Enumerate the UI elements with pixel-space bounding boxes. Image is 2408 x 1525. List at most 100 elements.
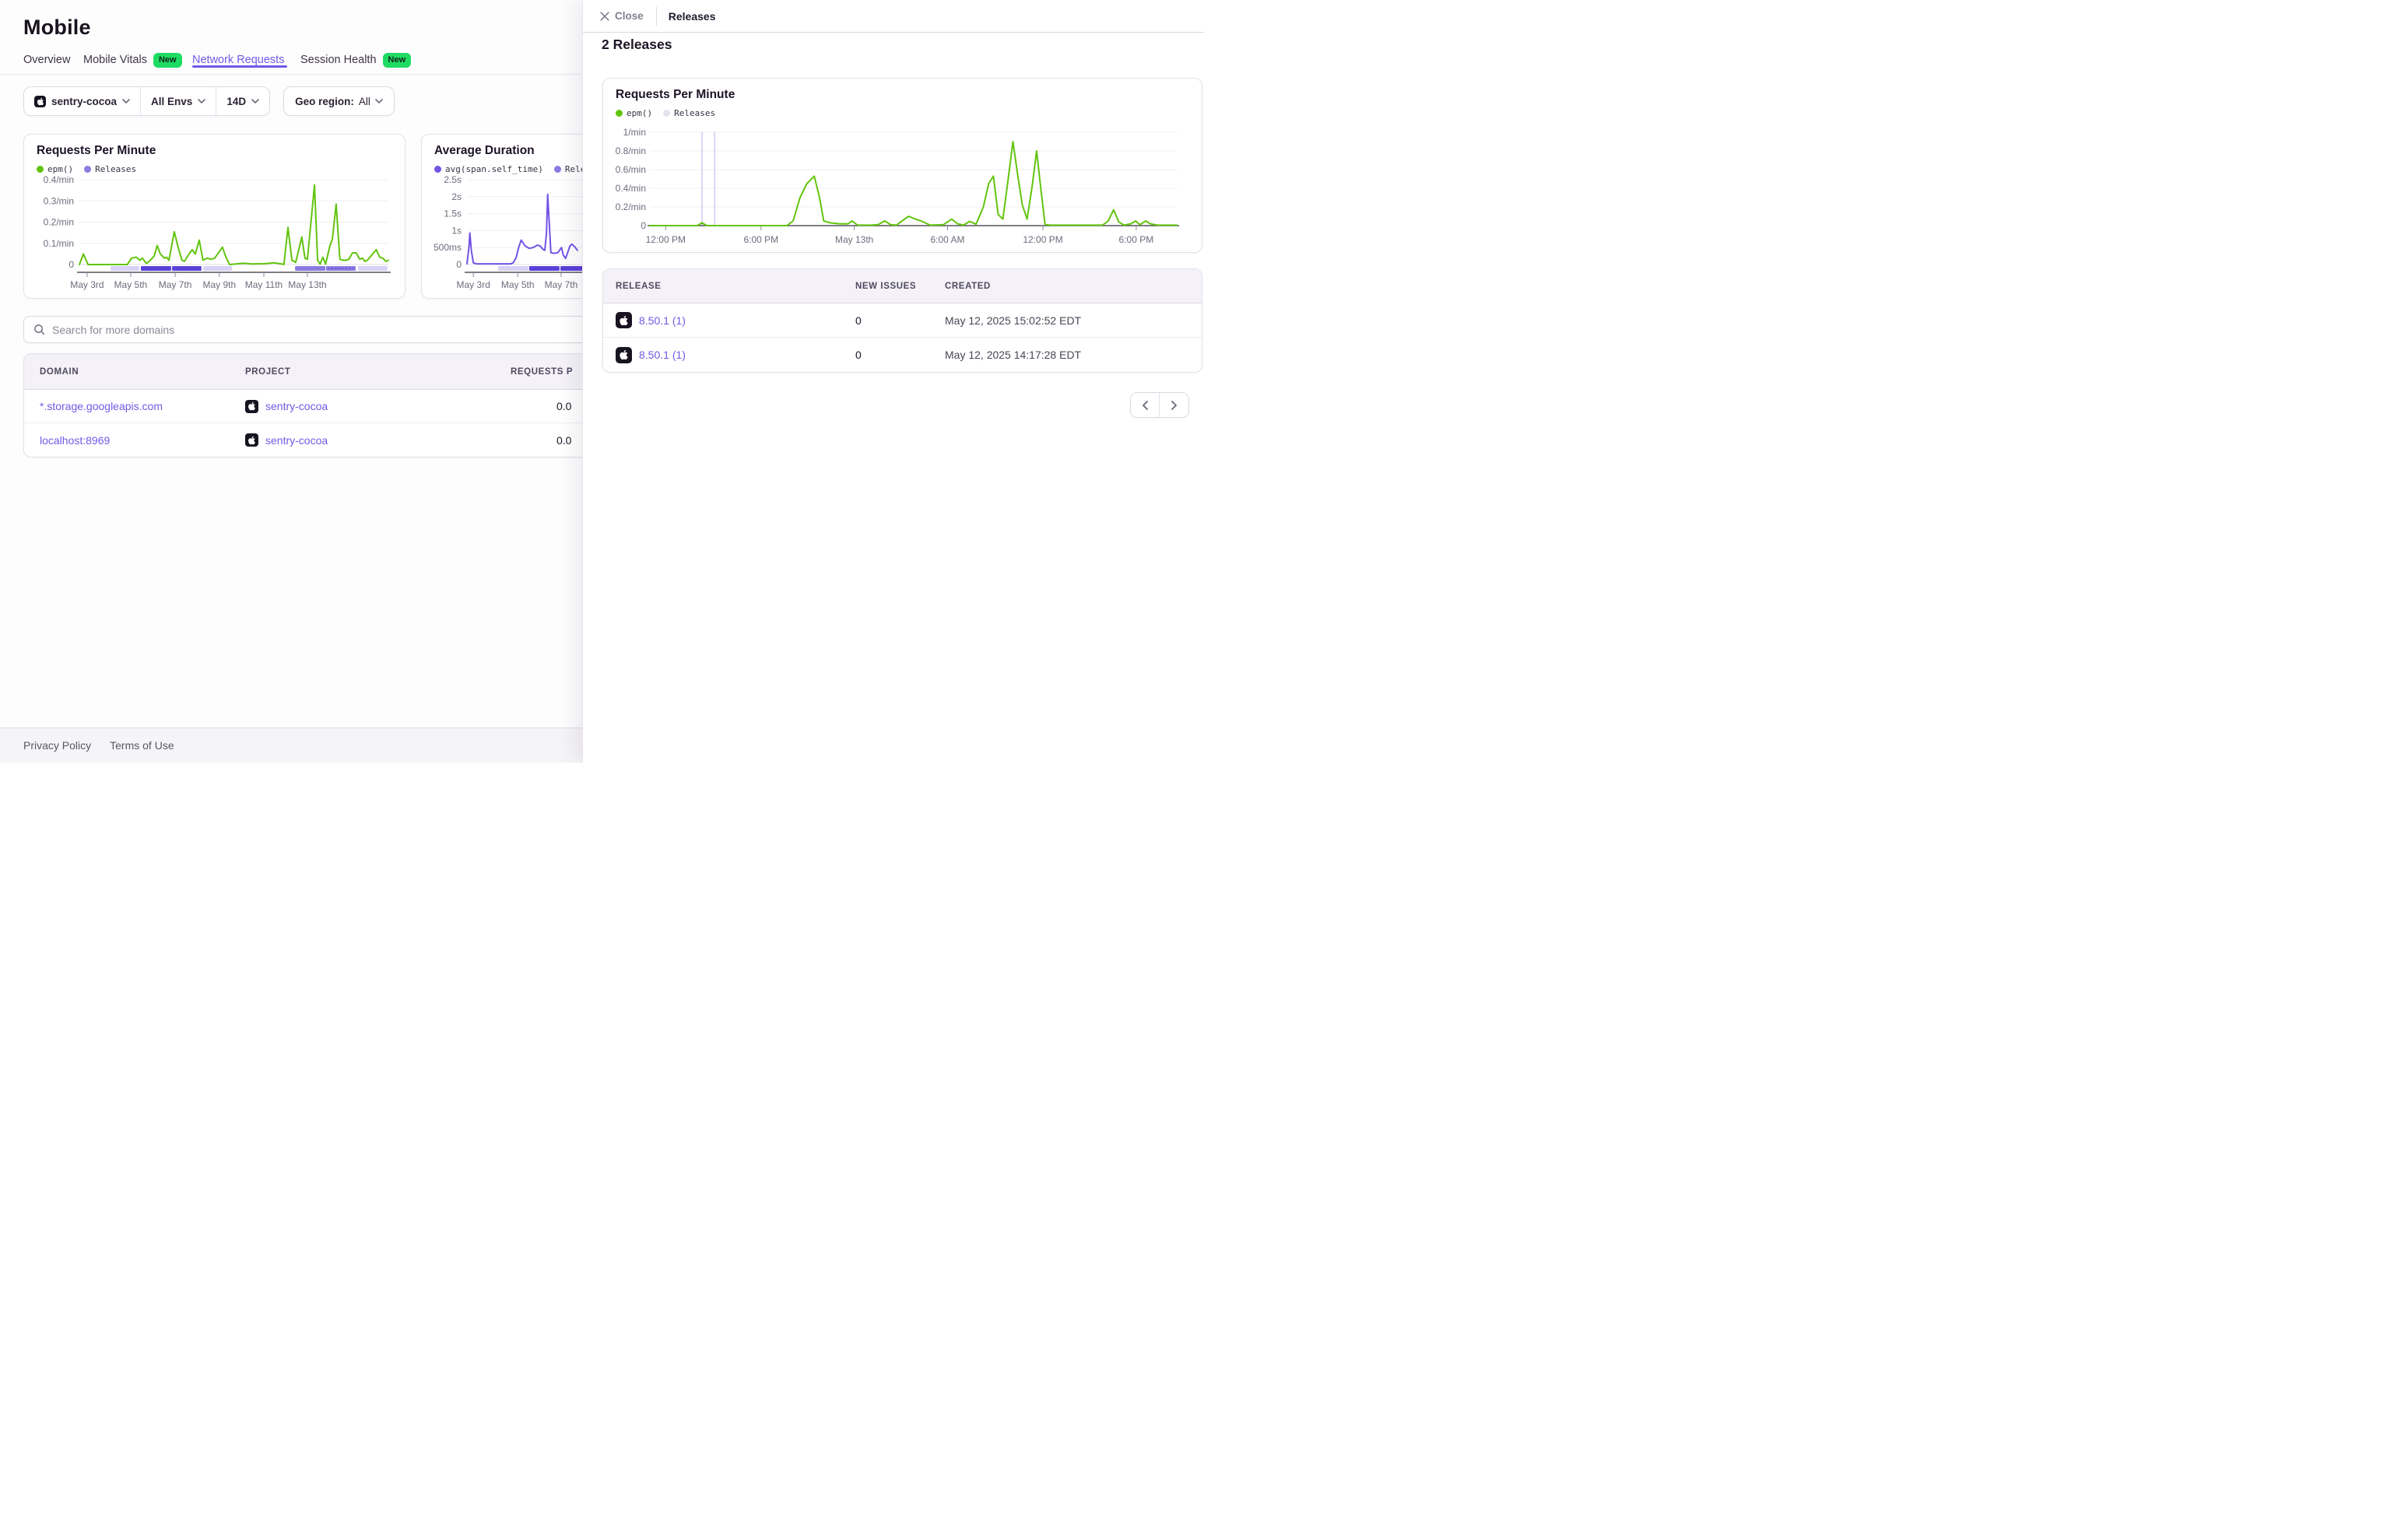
close-icon <box>600 11 609 21</box>
geo-region-selector[interactable]: Geo region: All <box>283 86 395 116</box>
release-link[interactable]: 8.50.1 (1) <box>639 314 686 327</box>
release-track-segment <box>325 266 356 271</box>
release-track-segment <box>295 266 326 271</box>
tab-mobile-vitals[interactable]: Mobile Vitals New <box>83 47 182 74</box>
y-axis-label: 0.4/min <box>616 183 646 194</box>
x-axis-label: 12:00 PM <box>646 234 686 245</box>
releases-table: RELEASE NEW ISSUES CREATED 8.50.1 (1) 0 … <box>602 268 1202 373</box>
x-axis-label: May 3rd <box>70 279 104 290</box>
panel-epm-chart-canvas: 1/min0.8/min0.6/min0.4/min0.2/min012:00 … <box>616 127 1179 245</box>
previous-page-button[interactable] <box>1131 393 1160 417</box>
legend-dot <box>616 110 623 117</box>
tab-session-health[interactable]: Session Health New <box>300 47 412 74</box>
chart-legend: epm() Releases <box>37 164 136 174</box>
close-panel-button[interactable]: Close <box>600 10 644 22</box>
active-tab-indicator <box>192 65 287 68</box>
y-axis-label: 0.2/min <box>44 217 74 228</box>
release-track-segment <box>172 266 202 271</box>
requests-value: 0.0 <box>556 400 572 412</box>
domain-link[interactable]: localhost:8969 <box>40 433 111 447</box>
releases-panel: Close Releases 2 Releases Requests Per M… <box>582 0 1204 762</box>
release-track-segment <box>498 266 529 271</box>
apple-platform-icon <box>616 312 632 328</box>
series-line <box>79 184 389 265</box>
release-track-segment <box>203 266 233 271</box>
release-row: 8.50.1 (1) 0 May 12, 2025 14:17:28 EDT <box>603 338 1202 372</box>
legend-item-avg-duration: avg(span.self_time) <box>434 164 543 174</box>
chart-title: Average Duration <box>434 144 535 157</box>
column-header-domain: DOMAIN <box>40 366 79 377</box>
requests-per-minute-card: Requests Per Minute epm() Releases 0.4/m… <box>23 134 405 299</box>
x-axis-label: May 3rd <box>457 279 490 290</box>
apple-platform-icon <box>245 399 258 413</box>
y-axis-label: 0 <box>641 220 646 231</box>
filter-bar: sentry-cocoa All Envs 14D Geo region: Al… <box>23 86 395 116</box>
release-track-segment <box>358 266 388 271</box>
column-header-new-issues: NEW ISSUES <box>855 281 917 291</box>
project-link[interactable]: sentry-cocoa <box>265 400 328 412</box>
apple-platform-icon <box>616 346 632 363</box>
panel-header: Close Releases <box>583 0 1204 33</box>
y-axis-label: 2s <box>451 191 462 202</box>
y-axis-label: 0.4/min <box>44 174 74 185</box>
chart-legend: epm() Releases <box>616 108 715 118</box>
chart-title: Requests Per Minute <box>37 144 156 157</box>
release-track-segment <box>528 266 560 271</box>
requests-value: 0.0 <box>556 433 572 447</box>
legend-dot <box>434 166 441 173</box>
page-title: Mobile <box>23 16 91 39</box>
legend-item-releases: Releases <box>663 108 715 118</box>
panel-title: Releases <box>668 9 716 23</box>
apple-platform-icon <box>34 95 46 107</box>
tab-overview[interactable]: Overview <box>23 54 71 67</box>
x-axis-label: May 13th <box>288 279 326 290</box>
y-axis-label: 0.1/min <box>44 238 74 249</box>
project-selector[interactable]: sentry-cocoa <box>24 87 142 115</box>
new-issues-count: 0 <box>855 314 862 327</box>
x-axis-label: May 7th <box>159 279 192 290</box>
project-link[interactable]: sentry-cocoa <box>265 433 328 447</box>
x-axis-label: May 13th <box>835 234 873 245</box>
environment-selector[interactable]: All Envs <box>141 87 217 115</box>
chevron-left-icon <box>1142 400 1148 410</box>
x-axis-label: May 5th <box>501 279 535 290</box>
domain-link[interactable]: *.storage.googleapis.com <box>40 400 163 412</box>
chevron-down-icon <box>122 98 130 103</box>
x-axis-label: 12:00 PM <box>1023 234 1062 245</box>
legend-item-epm: epm() <box>37 164 73 174</box>
legend-dot <box>37 166 44 173</box>
column-header-release: RELEASE <box>616 281 662 291</box>
y-axis-label: 0.2/min <box>616 202 646 212</box>
y-axis-label: 1s <box>451 225 462 236</box>
column-header-requests: REQUESTS P <box>511 366 574 377</box>
created-timestamp: May 12, 2025 15:02:52 EDT <box>945 314 1082 327</box>
y-axis-label: 0.8/min <box>616 145 646 156</box>
created-timestamp: May 12, 2025 14:17:28 EDT <box>945 349 1082 361</box>
x-axis-label: May 9th <box>202 279 236 290</box>
new-badge: New <box>382 53 412 68</box>
date-range-selector[interactable]: 14D <box>216 87 270 115</box>
releases-table-header: RELEASE NEW ISSUES CREATED <box>603 269 1202 303</box>
release-link[interactable]: 8.50.1 (1) <box>639 349 686 361</box>
new-issues-count: 0 <box>855 349 862 361</box>
page-filter-group: sentry-cocoa All Envs 14D <box>23 86 271 116</box>
releases-count-heading: 2 Releases <box>602 37 672 52</box>
new-badge: New <box>153 53 182 68</box>
legend-item-epm: epm() <box>616 108 652 118</box>
apple-platform-icon <box>245 433 258 447</box>
tab-network-requests[interactable]: Network Requests <box>192 54 285 67</box>
legend-item-releases: Releases <box>84 164 136 174</box>
chevron-right-icon <box>1171 400 1177 410</box>
series-line <box>649 141 1178 226</box>
series-line <box>466 193 578 265</box>
epm-chart-canvas: 0.4/min 0.3/min 0.2/min 0.1/min 0 May 3rd May … <box>44 174 391 290</box>
privacy-policy-link[interactable]: Privacy Policy <box>23 739 92 752</box>
chevron-down-icon <box>198 98 206 103</box>
column-header-created: CREATED <box>945 281 991 291</box>
y-axis-label: 0 <box>456 259 462 270</box>
y-axis-label: 500ms <box>434 242 462 253</box>
terms-of-use-link[interactable]: Terms of Use <box>110 739 174 752</box>
next-page-button[interactable] <box>1160 393 1188 417</box>
app-root: Mobile Overview Mobile Vitals New Networ… <box>0 0 1204 762</box>
search-icon <box>34 324 45 335</box>
